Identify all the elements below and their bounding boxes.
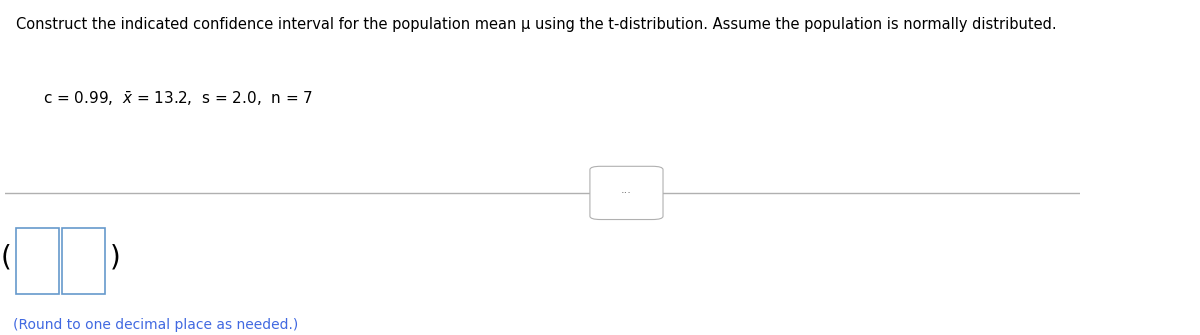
Text: c = 0.99,  $\bar{x}$ = 13.2,  s = 2.0,  n = 7: c = 0.99, $\bar{x}$ = 13.2, s = 2.0, n =… <box>43 90 313 108</box>
Text: ···: ··· <box>622 188 632 198</box>
FancyBboxPatch shape <box>62 228 106 294</box>
Text: Construct the indicated confidence interval for the population mean μ using the : Construct the indicated confidence inter… <box>16 17 1056 31</box>
Text: (Round to one decimal place as needed.): (Round to one decimal place as needed.) <box>13 318 298 332</box>
Text: (: ( <box>1 244 12 272</box>
Text: ): ) <box>109 244 120 272</box>
FancyBboxPatch shape <box>16 228 59 294</box>
FancyBboxPatch shape <box>590 166 664 219</box>
